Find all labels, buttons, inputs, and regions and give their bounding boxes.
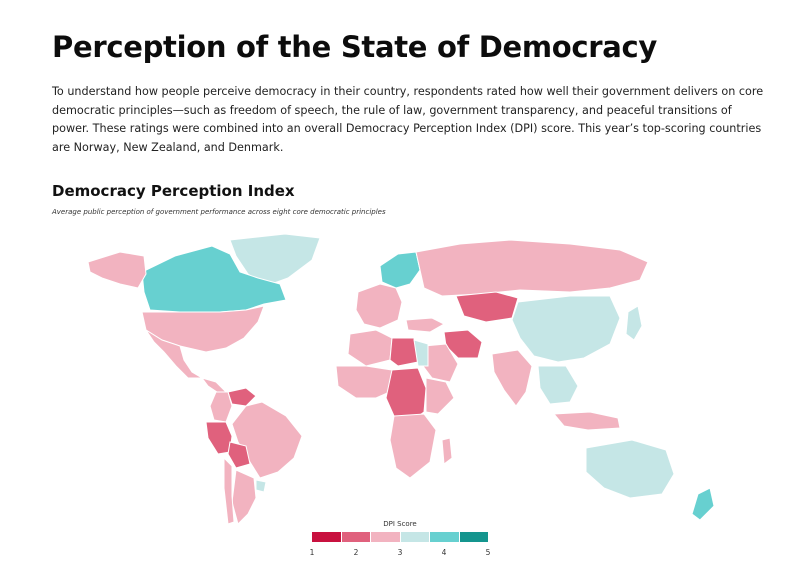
- region-west-africa: [335, 365, 395, 399]
- map-subtitle: Average public perception of government …: [52, 208, 386, 216]
- region-east-africa: [425, 377, 455, 415]
- region-kazakhstan: [455, 291, 519, 323]
- world-map: [87, 233, 715, 525]
- legend-title: DPI Score: [383, 520, 417, 528]
- region-egypt: [413, 339, 429, 367]
- region-southern-africa: [389, 413, 437, 479]
- intro-paragraph: To understand how people perceive democr…: [52, 85, 764, 154]
- region-southeast-asia: [537, 365, 579, 405]
- legend-swatch: [371, 532, 401, 542]
- legend-tick-label: 1: [309, 548, 315, 557]
- legend-tick-label: 5: [485, 548, 491, 557]
- region-colombia: [209, 391, 233, 423]
- region-peru: [205, 421, 233, 455]
- region-new-zealand: [691, 487, 715, 521]
- legend-swatch: [312, 532, 342, 542]
- region-scandinavia: [379, 251, 421, 289]
- region-australia: [585, 439, 675, 499]
- legend-swatch: [430, 532, 460, 542]
- region-china: [511, 295, 621, 363]
- region-venezuela: [227, 387, 257, 407]
- region-chile: [223, 456, 235, 525]
- page-title: Perception of the State of Democracy: [52, 30, 658, 64]
- legend-tick-label: 2: [353, 548, 359, 557]
- legend-swatch: [341, 532, 371, 542]
- legend-swatch: [400, 532, 430, 542]
- region-argentina: [231, 469, 257, 525]
- region-western-europe: [355, 283, 403, 329]
- region-north-africa: [347, 329, 393, 367]
- legend-tick-label: 3: [397, 548, 403, 557]
- legend: DPI Score 1 2 3 4 5: [309, 520, 492, 570]
- region-brazil: [231, 401, 303, 479]
- region-greenland: [229, 233, 321, 287]
- region-madagascar: [441, 437, 453, 465]
- region-turkey: [405, 317, 446, 333]
- region-japan: [625, 305, 643, 341]
- map-title: Democracy Perception Index: [52, 182, 295, 200]
- region-canada: [141, 245, 287, 313]
- legend-swatch: [459, 532, 488, 542]
- region-libya: [389, 337, 419, 367]
- region-indonesia: [552, 411, 621, 431]
- region-bolivia: [227, 441, 251, 469]
- region-alaska: [87, 251, 147, 289]
- region-india: [491, 349, 533, 407]
- map-regions: [87, 233, 715, 525]
- legend-tick-label: 4: [441, 548, 447, 557]
- legend-color-bar: [312, 532, 488, 542]
- region-russia: [415, 239, 649, 297]
- region-uruguay: [255, 479, 267, 493]
